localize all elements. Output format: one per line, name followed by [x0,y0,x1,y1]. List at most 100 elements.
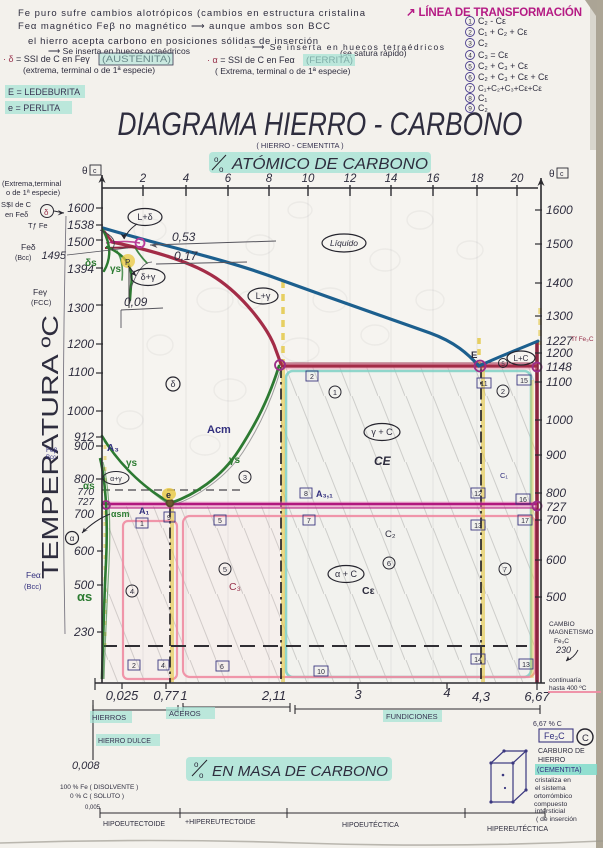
svg-text:CE: CE [374,454,392,468]
svg-text:0 % C ( SOLUTO ): 0 % C ( SOLUTO ) [70,793,124,800]
svg-text:20: 20 [510,173,524,185]
svg-text:C₁: C₁ [500,471,508,480]
svg-text:Tf Fe₃C: Tf Fe₃C [571,336,594,343]
svg-text:( HIERRO - CEMENTITA ): ( HIERRO - CEMENTITA ) [256,141,344,150]
svg-text:E = LEDEBURITA: E = LEDEBURITA [8,87,80,97]
svg-text:(Extrema,terminal: (Extrema,terminal [2,179,62,188]
svg-text:770: 770 [77,487,94,498]
svg-text:HIPOEUTECTOIDE: HIPOEUTECTOIDE [103,821,165,828]
svg-text:Feα: Feα [26,570,41,580]
svg-text:800: 800 [74,472,94,486]
svg-text:5: 5 [218,518,222,525]
svg-text:ACEROS: ACEROS [169,709,201,718]
svg-text:16: 16 [427,173,440,185]
svg-text:1100: 1100 [546,375,572,389]
svg-text:↑: ↑ [6,200,11,210]
svg-text:500: 500 [74,578,94,592]
svg-text:0,008: 0,008 [72,760,100,772]
svg-text:Fe₃C: Fe₃C [544,731,565,741]
svg-text:continuaría: continuaría [549,677,582,684]
svg-text:el hierro acepta carbono en po: el hierro acepta carbono en posiciones s… [28,36,318,47]
svg-text:e = PERLITA: e = PERLITA [8,103,60,113]
svg-text:MAGNETISMO: MAGNETISMO [549,629,593,636]
svg-text:4: 4 [130,587,134,596]
svg-text:o de 1ª especie): o de 1ª especie) [6,188,61,197]
svg-text:4: 4 [161,663,165,670]
svg-text:ATÓMICO DE CARBONO: ATÓMICO DE CARBONO [231,154,428,173]
svg-text:1538: 1538 [67,218,94,232]
svg-text:( de inserción: ( de inserción [536,816,577,823]
svg-text:6: 6 [220,664,224,671]
svg-text:δ: δ [170,379,175,389]
svg-text:αsm: αsm [111,509,130,519]
svg-text:cristaliza en: cristaliza en [535,777,571,784]
svg-text:100 % Fe ( DISOLVENTE ): 100 % Fe ( DISOLVENTE ) [60,784,138,791]
svg-text:1400: 1400 [546,276,573,290]
svg-text:1495: 1495 [42,250,67,262]
svg-text:7: 7 [468,86,472,93]
svg-text:L+γ: L+γ [256,291,271,301]
svg-text:Tƒ Fe: Tƒ Fe [28,221,48,230]
svg-text:4: 4 [183,173,189,185]
svg-text:6: 6 [225,173,232,185]
svg-text:9: 9 [167,515,171,522]
svg-text:1: 1 [333,388,337,397]
svg-text:4: 4 [443,685,450,700]
svg-text:C₂: C₂ [478,38,488,48]
svg-text:HIERRO DULCE: HIERRO DULCE [98,738,151,745]
svg-text:en Feδ: en Feδ [5,210,28,219]
svg-text:↗ LÍNEA DE TRANSFORMACIÓN: ↗ LÍNEA DE TRANSFORMACIÓN [406,6,582,19]
svg-text:L+C: L+C [514,354,529,363]
svg-text:C₂ + C₃ + Cε: C₂ + C₃ + Cε [478,61,528,71]
svg-text:1: 1 [180,688,187,703]
svg-text:el sistema: el sistema [535,785,566,792]
svg-text:Cε: Cε [362,585,375,597]
svg-text:C₁: C₁ [478,93,487,103]
svg-text:(se satura rápido): (se satura rápido) [340,48,407,58]
svg-text:CAMBIO: CAMBIO [549,621,575,628]
svg-text:(Bсс): (Bсс) [15,255,31,262]
svg-text:1100: 1100 [68,365,94,379]
svg-text:Fe₃C: Fe₃C [554,638,569,645]
svg-text:2: 2 [501,387,505,396]
svg-text:· α = SSI de C en Feα: · α = SSI de C en Feα [207,55,295,65]
svg-text:700: 700 [546,513,566,527]
svg-text:compuesto: compuesto [534,801,567,808]
svg-text:700: 700 [74,507,94,521]
svg-text:500: 500 [546,590,566,604]
svg-text:· δ = SSI de C en Feγ: · δ = SSI de C en Feγ [3,54,90,64]
svg-text:C₂: C₂ [478,103,488,113]
svg-text:e: e [166,490,171,500]
svg-text:4,3: 4,3 [472,689,491,704]
svg-text:δ+γ: δ+γ [141,272,156,282]
svg-text:1000: 1000 [546,413,573,427]
svg-text:DIAGRAMA HIERRO - CARBONO: DIAGRAMA HIERRO - CARBONO [118,106,523,142]
svg-text:δ: δ [44,208,49,217]
svg-text:230: 230 [73,625,94,639]
svg-text:Feβ: Feβ [46,447,58,454]
svg-text:1300: 1300 [67,301,94,315]
svg-text:HIERROS: HIERROS [92,713,126,722]
svg-text:1500: 1500 [546,237,573,251]
svg-text:ortorrómbico: ortorrómbico [534,793,572,800]
svg-text:18: 18 [471,173,484,185]
svg-text:16: 16 [519,497,527,504]
svg-text:14: 14 [474,657,482,664]
svg-text:1227: 1227 [546,334,574,348]
svg-text:5: 5 [223,565,227,574]
svg-text:γ + C: γ + C [371,427,393,437]
svg-text:15: 15 [520,378,528,385]
svg-text:θ: θ [82,166,88,177]
svg-text:C₃: C₃ [229,581,241,593]
svg-text:800: 800 [546,486,566,500]
svg-text:0,17: 0,17 [174,249,199,263]
svg-text:2,11: 2,11 [261,688,286,703]
svg-text:11: 11 [480,381,487,388]
svg-text:P: P [125,258,130,267]
svg-text:3: 3 [354,687,362,702]
svg-text:1600: 1600 [546,203,573,217]
svg-text:HIPEREUTÉCTICA: HIPEREUTÉCTICA [487,824,548,833]
svg-text:(CEMENTITA): (CEMENTITA) [537,767,582,774]
svg-text:SSI de C: SSI de C [1,200,32,209]
svg-text:· ⟶ Se inserta en huecos tetra: · ⟶ Se inserta en huecos tetraédricos [244,42,444,52]
